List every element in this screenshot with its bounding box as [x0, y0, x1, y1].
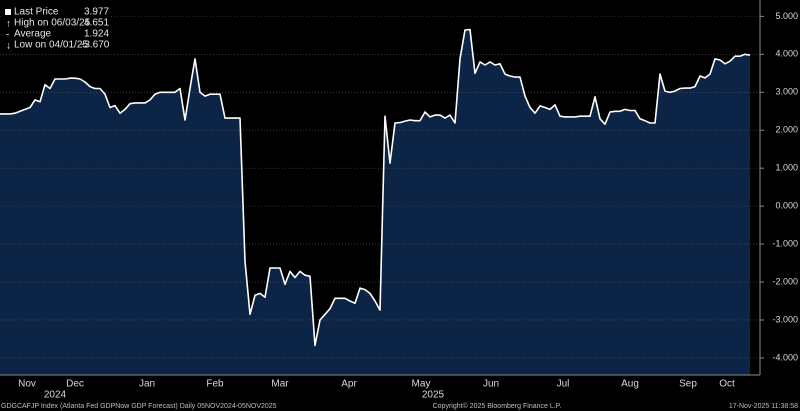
y-tick-label: -3.000: [772, 314, 798, 324]
year-label: 2024: [44, 390, 67, 401]
y-tick-label: -4.000: [772, 352, 798, 362]
x-tick-label: Feb: [206, 379, 224, 390]
x-tick-label: Mar: [271, 379, 289, 390]
footer-right: 17-Nov-2025 11:38:58: [729, 403, 798, 410]
plot-area: [0, 16, 760, 375]
y-tick-label: 3.000: [775, 87, 798, 97]
x-tick-label: Apr: [341, 379, 357, 390]
legend-icon: ↑: [6, 19, 11, 30]
legend-label: Average: [14, 29, 52, 40]
y-tick-label: 4.000: [775, 49, 798, 59]
legend-box: [2, 4, 109, 52]
legend-label: Low on 04/01/25: [14, 40, 88, 51]
legend-value: 4.651: [84, 18, 109, 29]
legend: ↑ - ↓ Last Price 3.977 High on 06/03/25 …: [2, 4, 110, 52]
legend-icon: -: [6, 30, 9, 41]
y-tick-label: -2.000: [772, 276, 798, 286]
y-tick-label: 1.000: [775, 163, 798, 173]
y-tick-label: 2.000: [775, 125, 798, 135]
legend-label: Last Price: [14, 7, 59, 18]
footer-left: GDGCAFJP Index (Atlanta Fed GDPNow GDP F…: [1, 403, 277, 410]
footer-center: Copyright© 2025 Bloomberg Finance L.P.: [433, 402, 562, 410]
x-tick-label: May: [412, 379, 431, 390]
x-tick-label: Jul: [557, 379, 570, 390]
x-tick-label: Nov: [18, 379, 36, 390]
y-tick-label: -1.000: [772, 238, 798, 248]
year-label: 2025: [422, 390, 445, 401]
x-tick-label: Jun: [483, 379, 499, 390]
line: [0, 28, 751, 347]
legend-icon: [5, 9, 11, 15]
legend-value: 1.924: [84, 29, 109, 40]
legend-value: 3.977: [84, 7, 109, 18]
legend-label: High on 06/03/25: [14, 18, 91, 29]
x-tick-label: Sep: [679, 379, 697, 390]
legend-icon: ↓: [6, 41, 11, 52]
y-tick-label: 5.000: [775, 11, 798, 21]
y-tick-label: 0.000: [775, 201, 798, 211]
x-tick-label: Jan: [139, 379, 155, 390]
x-tick-label: Dec: [66, 379, 84, 390]
area: [0, 29, 750, 375]
x-tick-label: Oct: [719, 379, 735, 390]
legend-value: -3.670: [81, 40, 110, 51]
x-tick-label: Aug: [621, 379, 639, 390]
